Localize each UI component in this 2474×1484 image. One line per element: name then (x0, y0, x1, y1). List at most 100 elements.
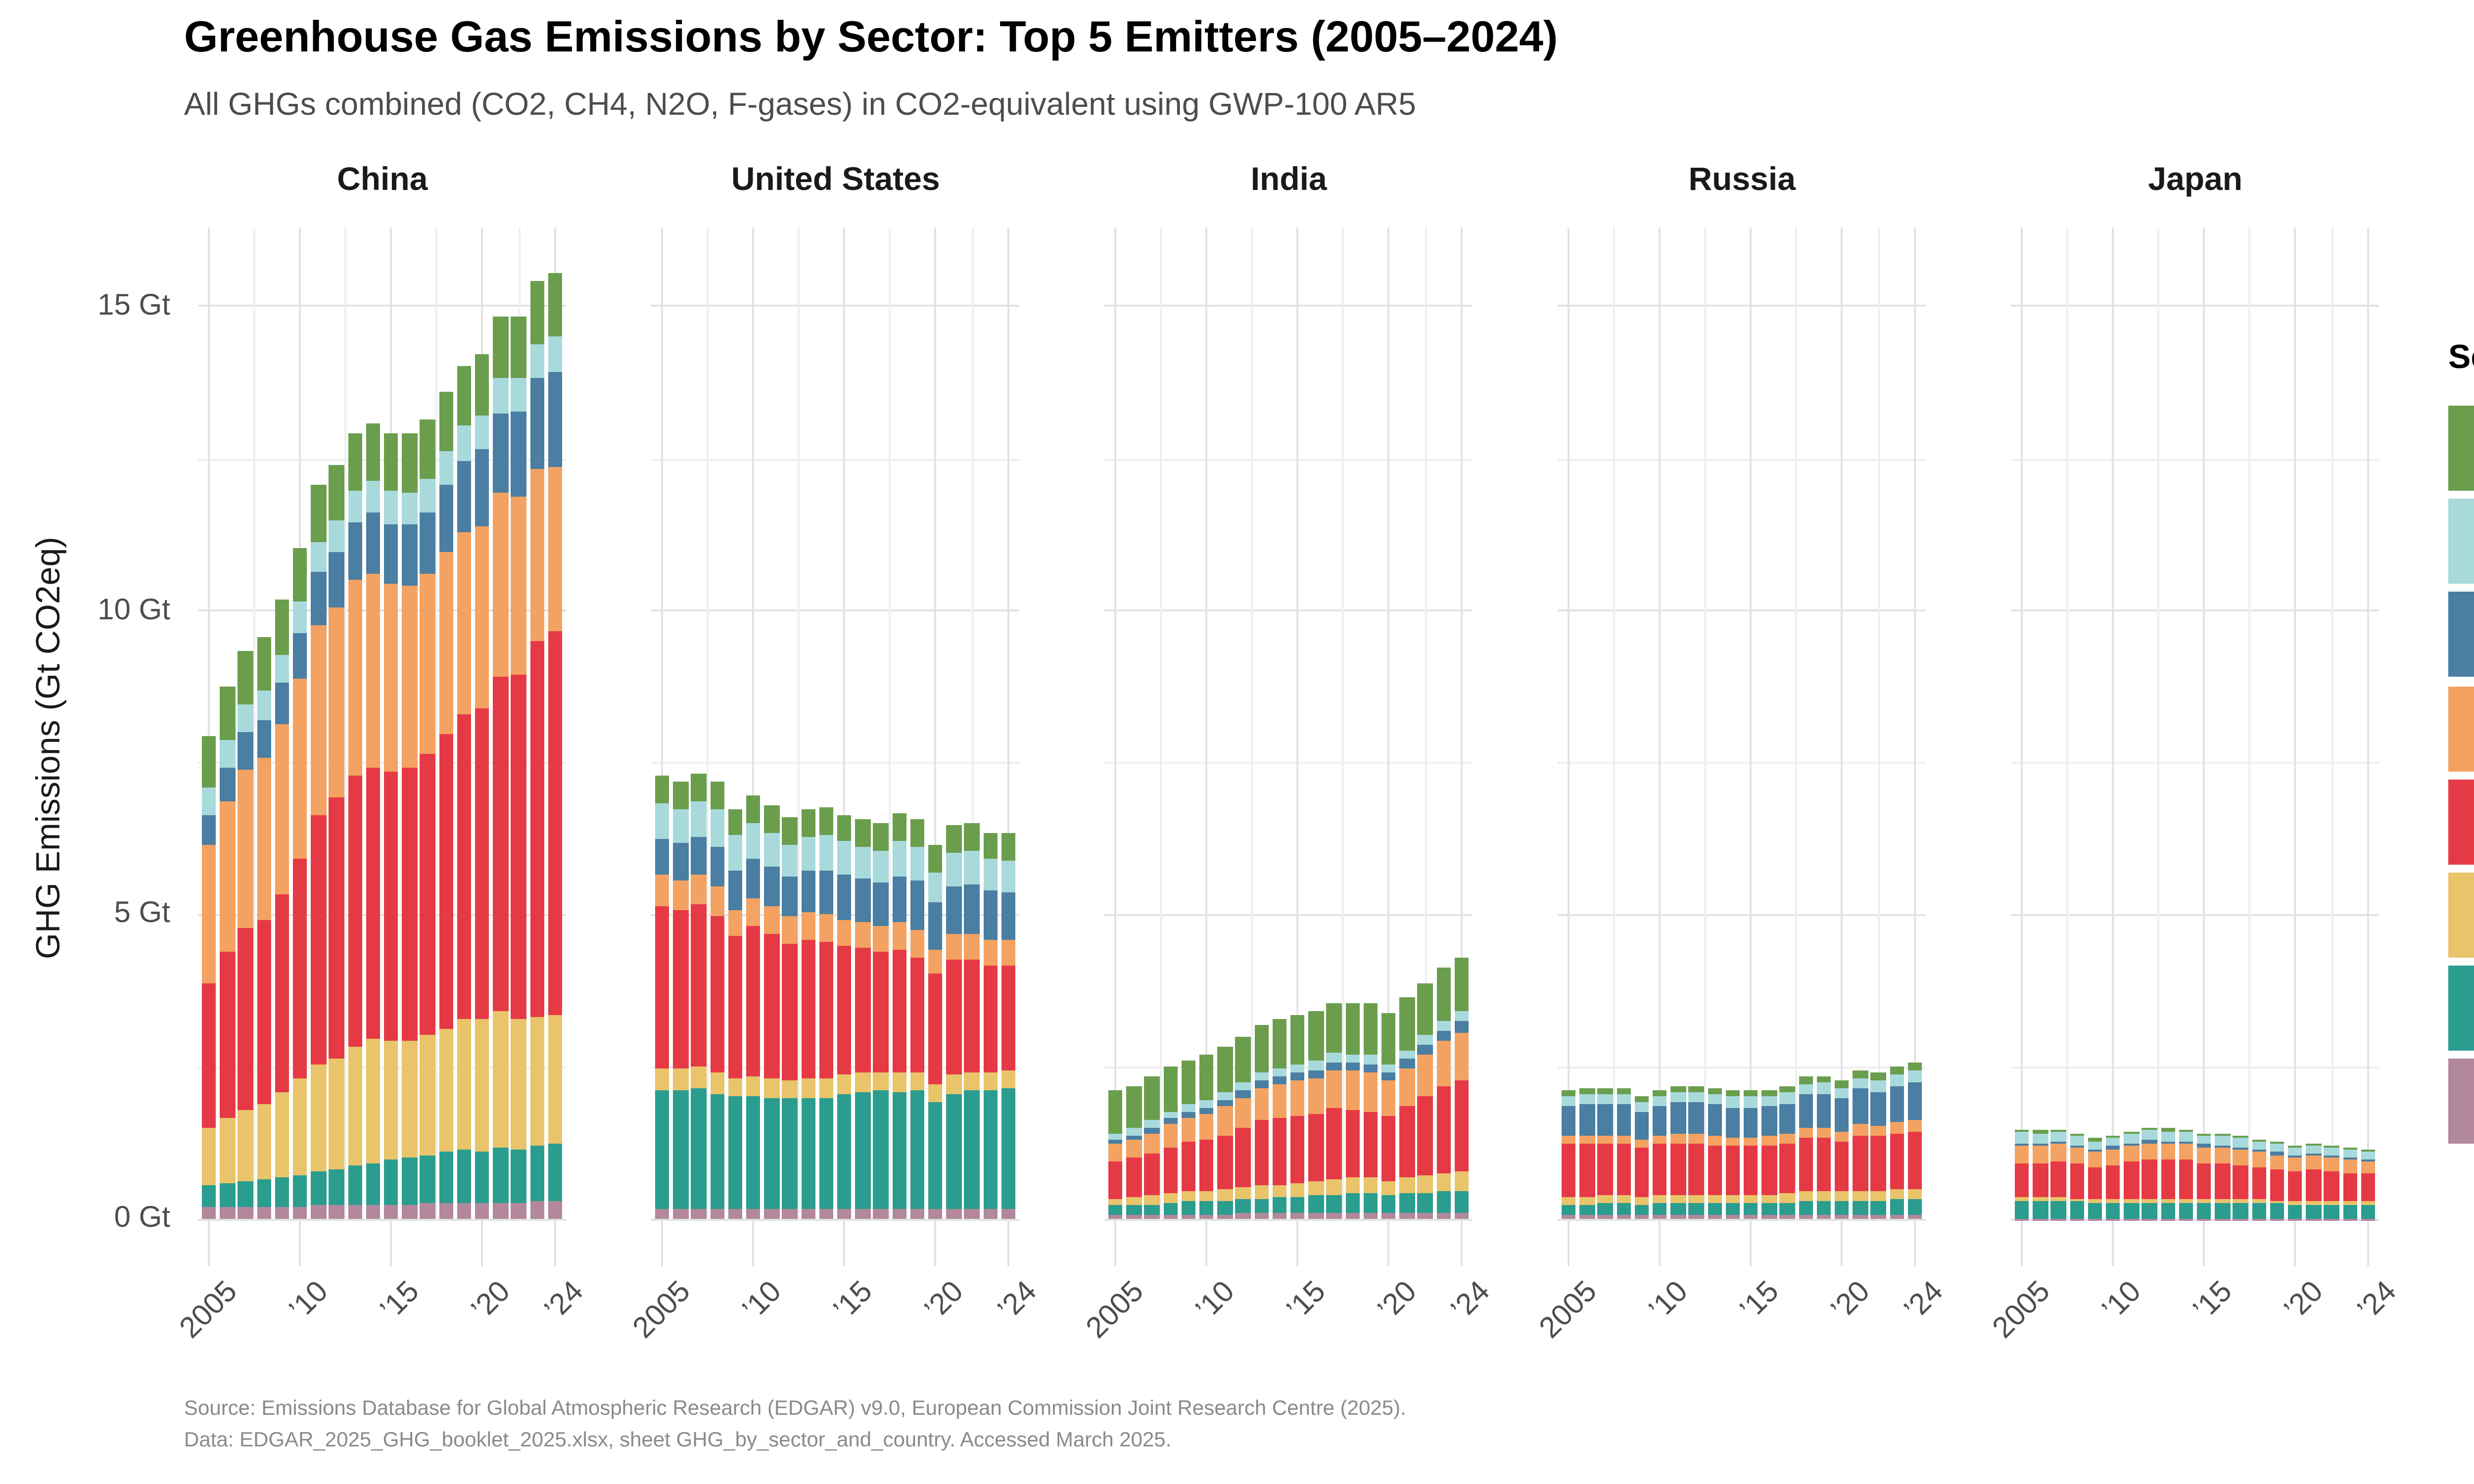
segment-power-industry (1144, 1153, 1160, 1196)
segment-industrial-combustion (275, 724, 290, 894)
bar-china-2011 (311, 485, 326, 1220)
segment-agriculture (2124, 1131, 2139, 1134)
segment-fuel-exploitation (801, 871, 816, 913)
legend-entry-processes: Processes (2448, 872, 2474, 958)
segment-industrial-combustion (529, 469, 545, 641)
segment-waste (2215, 1218, 2230, 1220)
segment-buildings (1399, 1050, 1415, 1060)
segment-industrial-combustion (837, 919, 852, 946)
segment-fuel-exploitation (873, 882, 889, 927)
bar-india-2011 (1217, 1046, 1233, 1220)
segment-transport (493, 1147, 508, 1203)
segment-transport (1381, 1196, 1396, 1213)
segment-power-industry (420, 754, 435, 1035)
segment-agriculture (710, 782, 725, 810)
segment-industrial-combustion (2306, 1156, 2321, 1170)
segment-fuel-exploitation (2142, 1140, 2157, 1143)
segment-fuel-exploitation (1454, 1021, 1470, 1032)
bar-japan-2017 (2233, 1136, 2248, 1220)
segment-waste (710, 1209, 725, 1220)
segment-industrial-combustion (438, 552, 454, 734)
segment-buildings (2051, 1131, 2066, 1141)
segment-buildings (1363, 1055, 1379, 1065)
segment-buildings (1579, 1094, 1595, 1105)
segment-industrial-combustion (201, 845, 217, 983)
segment-buildings (983, 859, 998, 891)
segment-power-industry (1834, 1141, 1850, 1192)
segment-waste (238, 1206, 253, 1220)
segment-agriculture (238, 650, 253, 704)
segment-fuel-exploitation (2088, 1150, 2103, 1153)
segment-waste (2033, 1218, 2048, 1220)
segment-agriculture (1126, 1085, 1142, 1129)
segment-power-industry (1418, 1096, 1433, 1175)
segment-power-industry (1126, 1158, 1142, 1197)
facet-panel-russia (1558, 227, 1926, 1266)
segment-fuel-exploitation (892, 876, 907, 923)
segment-transport (1163, 1203, 1178, 1214)
gridline-vertical-minor (889, 227, 891, 1222)
segment-waste (691, 1209, 707, 1220)
segment-industrial-combustion (420, 574, 435, 755)
gridline-vertical-minor (2066, 227, 2069, 1222)
segment-agriculture (2215, 1134, 2230, 1137)
segment-transport (1108, 1205, 1123, 1215)
panel-title-united-states: United States (731, 162, 940, 198)
segment-processes (1871, 1191, 1886, 1201)
y-tick-label: 15 Gt (97, 288, 170, 322)
segment-fuel-exploitation (2014, 1143, 2030, 1146)
segment-industrial-combustion (475, 526, 490, 709)
segment-buildings (275, 654, 290, 684)
bar-china-2013 (347, 432, 363, 1220)
segment-transport (655, 1089, 670, 1210)
segment-fuel-exploitation (2160, 1141, 2176, 1144)
segment-processes (1761, 1194, 1777, 1203)
bar-india-2017 (1327, 1003, 1342, 1220)
segment-processes (329, 1058, 344, 1169)
gridline-horizontal-minor (651, 1067, 1020, 1069)
segment-transport (1561, 1204, 1576, 1215)
segment-fuel-exploitation (1418, 1045, 1433, 1054)
bar-united-states-2012 (782, 817, 798, 1220)
segment-agriculture (292, 547, 308, 602)
segment-industrial-combustion (347, 579, 363, 775)
segment-industrial-combustion (1853, 1124, 1868, 1135)
bar-japan-2011 (2124, 1131, 2139, 1220)
segment-agriculture (1707, 1088, 1722, 1095)
segment-agriculture (873, 822, 889, 851)
segment-industrial-combustion (457, 532, 472, 714)
segment-buildings (2033, 1133, 2048, 1143)
bar-united-states-2005 (655, 775, 670, 1220)
segment-waste (983, 1209, 998, 1220)
gridline-horizontal-minor (1104, 1067, 1473, 1069)
segment-transport (2142, 1202, 2157, 1218)
segment-fuel-exploitation (383, 523, 399, 585)
bar-india-2009 (1181, 1060, 1196, 1220)
segment-transport (1889, 1200, 1904, 1215)
segment-buildings (511, 377, 526, 412)
segment-fuel-exploitation (964, 883, 980, 934)
segment-buildings (457, 425, 472, 460)
gridline-vertical-major (1750, 227, 1753, 1266)
segment-power-industry (1616, 1144, 1631, 1196)
segment-industrial-combustion (1126, 1140, 1142, 1158)
segment-buildings (1108, 1133, 1123, 1140)
gridline-horizontal-minor (198, 1067, 567, 1069)
bar-japan-2013 (2160, 1128, 2176, 1220)
segment-fuel-exploitation (438, 485, 454, 552)
segment-fuel-exploitation (1236, 1091, 1251, 1098)
segment-buildings (1217, 1093, 1233, 1100)
segment-transport (1181, 1202, 1196, 1214)
x-tick-label: 2005 (1532, 1275, 1604, 1345)
segment-agriculture (2105, 1135, 2121, 1138)
gridline-vertical-major (1460, 227, 1463, 1266)
segment-agriculture (1272, 1019, 1287, 1068)
segment-agriculture (493, 316, 508, 377)
segment-industrial-combustion (746, 898, 761, 926)
segment-transport (837, 1094, 852, 1210)
segment-industrial-combustion (1634, 1140, 1650, 1148)
gridline-vertical-major (661, 227, 664, 1266)
bar-japan-2012 (2142, 1128, 2157, 1220)
legend-swatch-industrial-combustion (2448, 686, 2474, 771)
segment-agriculture (1144, 1077, 1160, 1121)
